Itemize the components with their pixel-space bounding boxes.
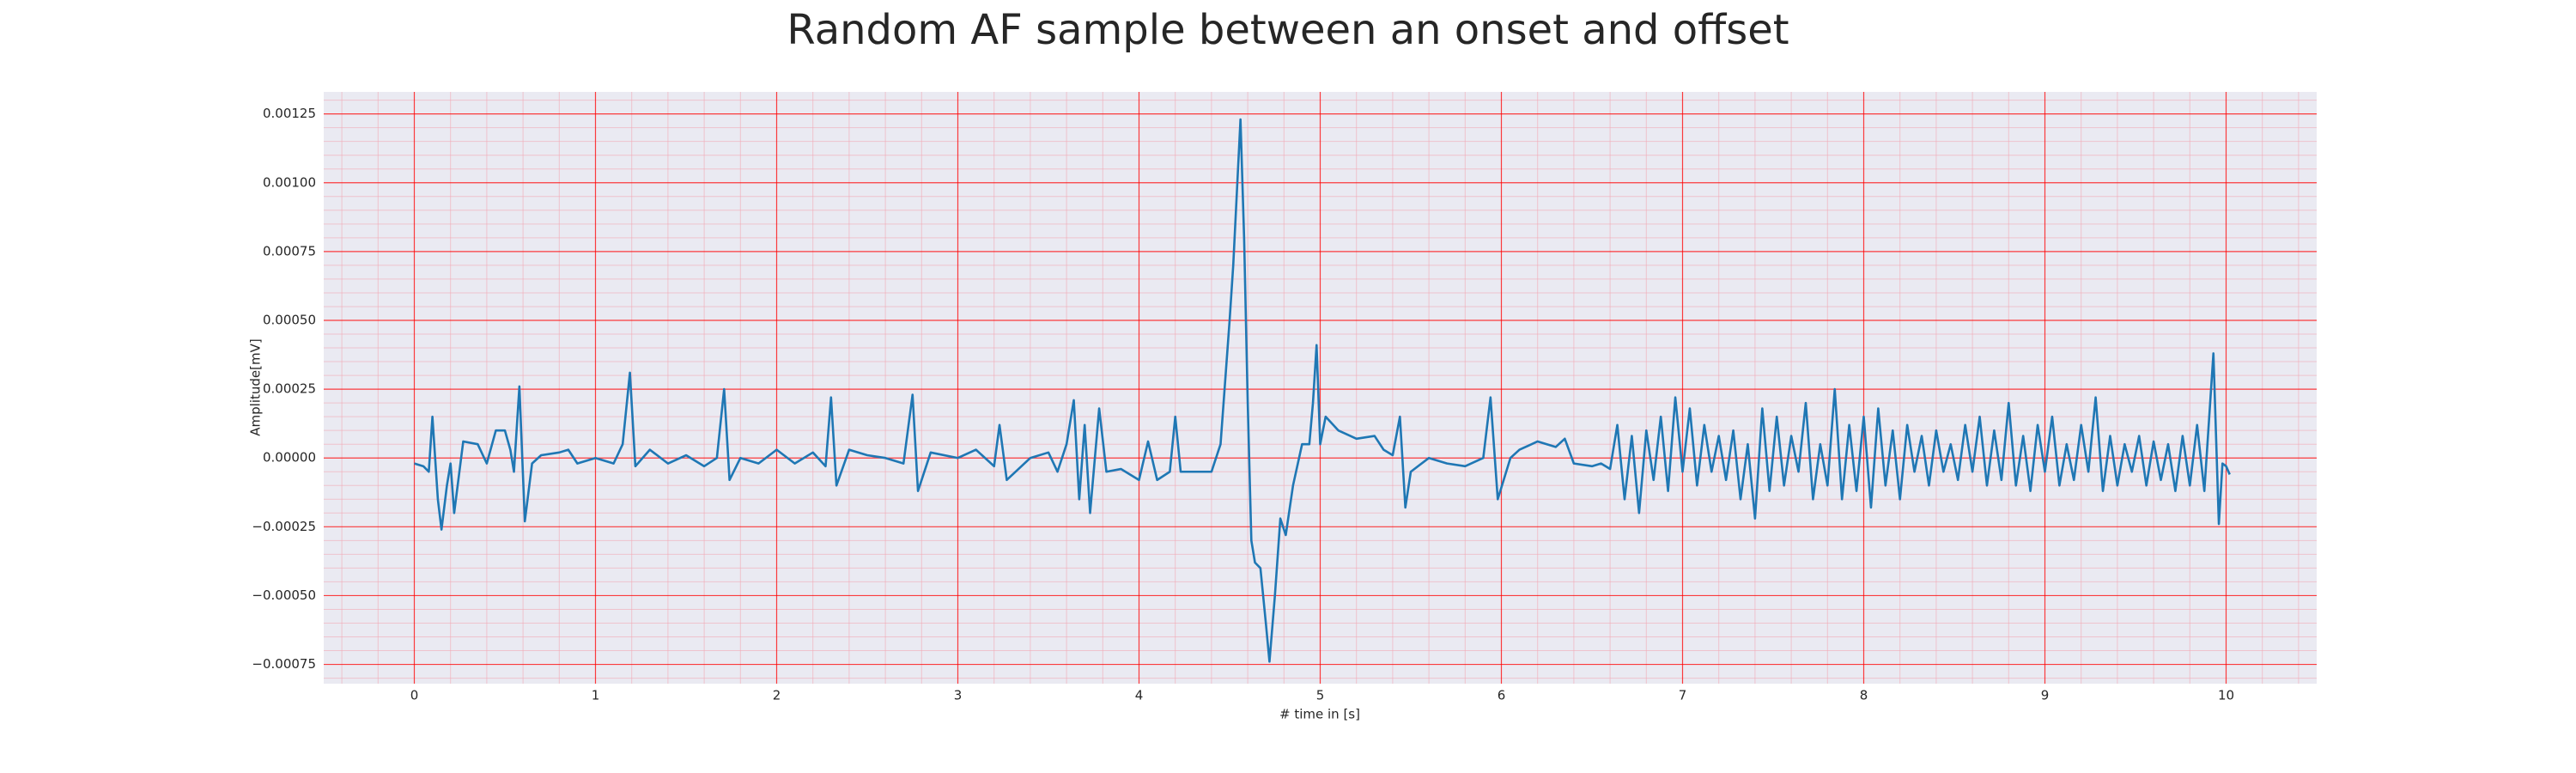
x-tick-label: 7 <box>1679 688 1687 703</box>
y-tick-label: 0.00050 <box>263 312 316 327</box>
chart-title: Random AF sample between an onset and of… <box>787 6 1789 54</box>
y-tick-label: 0.00125 <box>263 106 316 121</box>
x-tick-label: 8 <box>1860 688 1868 703</box>
x-tick-label: 3 <box>954 688 963 703</box>
signal-line <box>414 118 2231 663</box>
x-tick-label: 6 <box>1498 688 1506 703</box>
x-tick-label: 1 <box>592 688 600 703</box>
x-tick-label: 2 <box>773 688 781 703</box>
y-tick-label: 0.00025 <box>263 381 316 397</box>
series <box>414 118 2231 663</box>
x-axis-label: # time in [s] <box>1279 707 1360 722</box>
y-axis-label: Amplitude[mV] <box>248 338 264 435</box>
x-tick-label: 5 <box>1316 688 1325 703</box>
x-tick-label: 4 <box>1135 688 1144 703</box>
y-tick-label: 0.00100 <box>263 174 316 190</box>
x-tick-label: 9 <box>2041 688 2050 703</box>
x-tick-label: 0 <box>410 688 419 703</box>
y-tick-label: −0.00050 <box>252 587 316 603</box>
y-tick-label: −0.00025 <box>252 519 316 534</box>
x-tick-label: 10 <box>2218 688 2234 703</box>
major-grid <box>324 92 2317 684</box>
tick-labels: 0 1 2 3 4 5 6 7 8 9 10 −0.00075 −0.00050 −0.00025 0.00… <box>252 106 2234 703</box>
y-tick-label: 0.00000 <box>263 450 316 466</box>
y-tick-label: 0.00075 <box>263 243 316 259</box>
y-tick-label: −0.00075 <box>252 656 316 672</box>
